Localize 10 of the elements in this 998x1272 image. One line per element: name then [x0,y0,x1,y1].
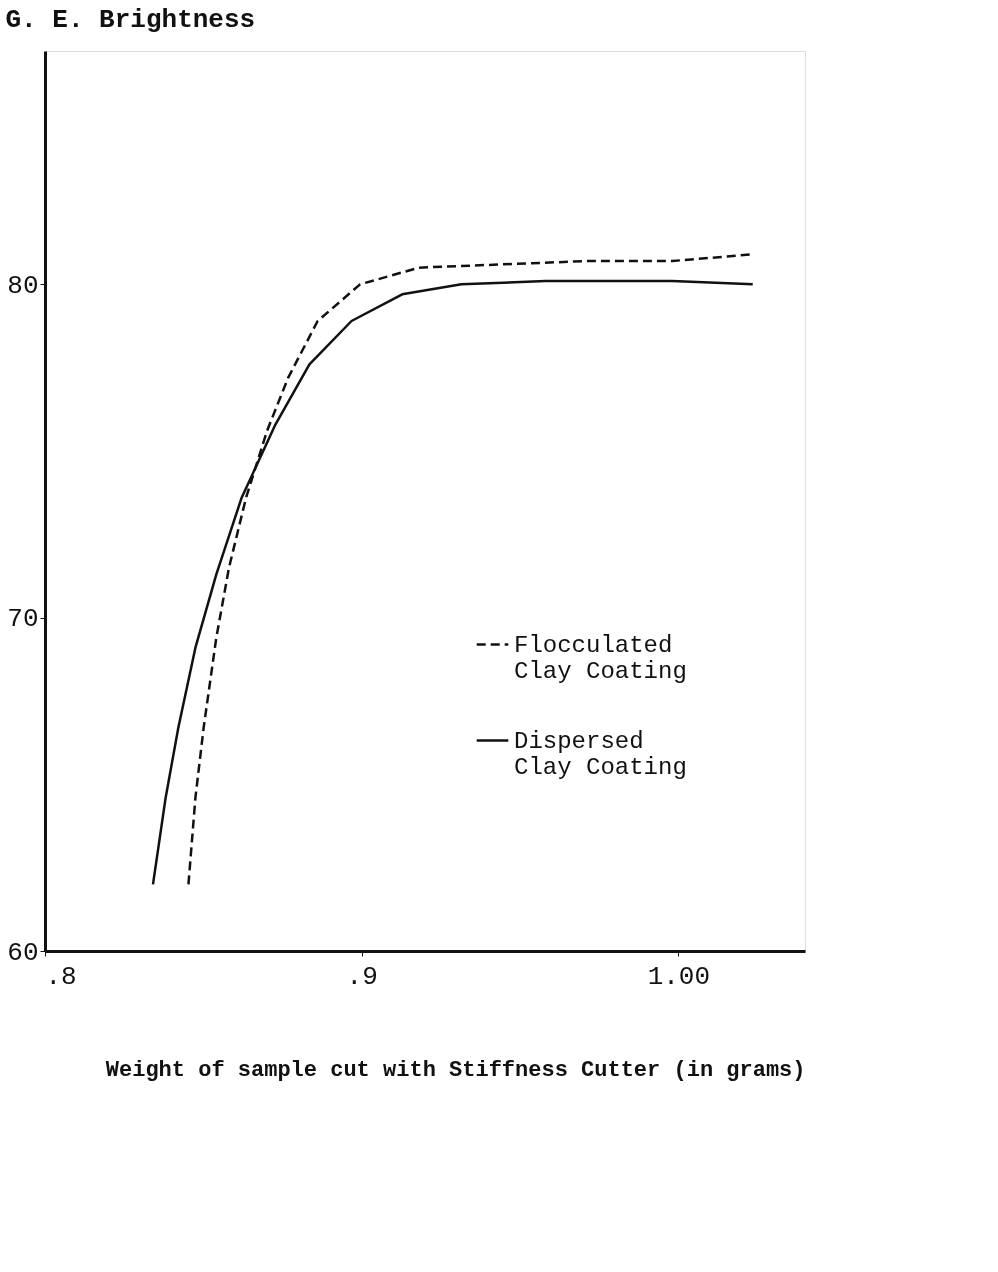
y-tick-label: 60 [7,937,39,968]
y-tick-label: 70 [7,604,39,635]
x-tick-label: 1.00 [647,961,711,992]
y-tick-label: 80 [7,270,39,301]
x-tick-label: .9 [346,961,378,992]
x-tick-label: .8 [45,961,77,992]
y-axis-title: G. E. Brightness [5,4,256,35]
x-axis-title: Weight of sample cut with Stiffness Cutter (in grams) [105,1057,806,1083]
legend-label: Flocculated Clay Coating [514,631,687,685]
legend-label: Dispersed Clay Coating [514,727,687,781]
